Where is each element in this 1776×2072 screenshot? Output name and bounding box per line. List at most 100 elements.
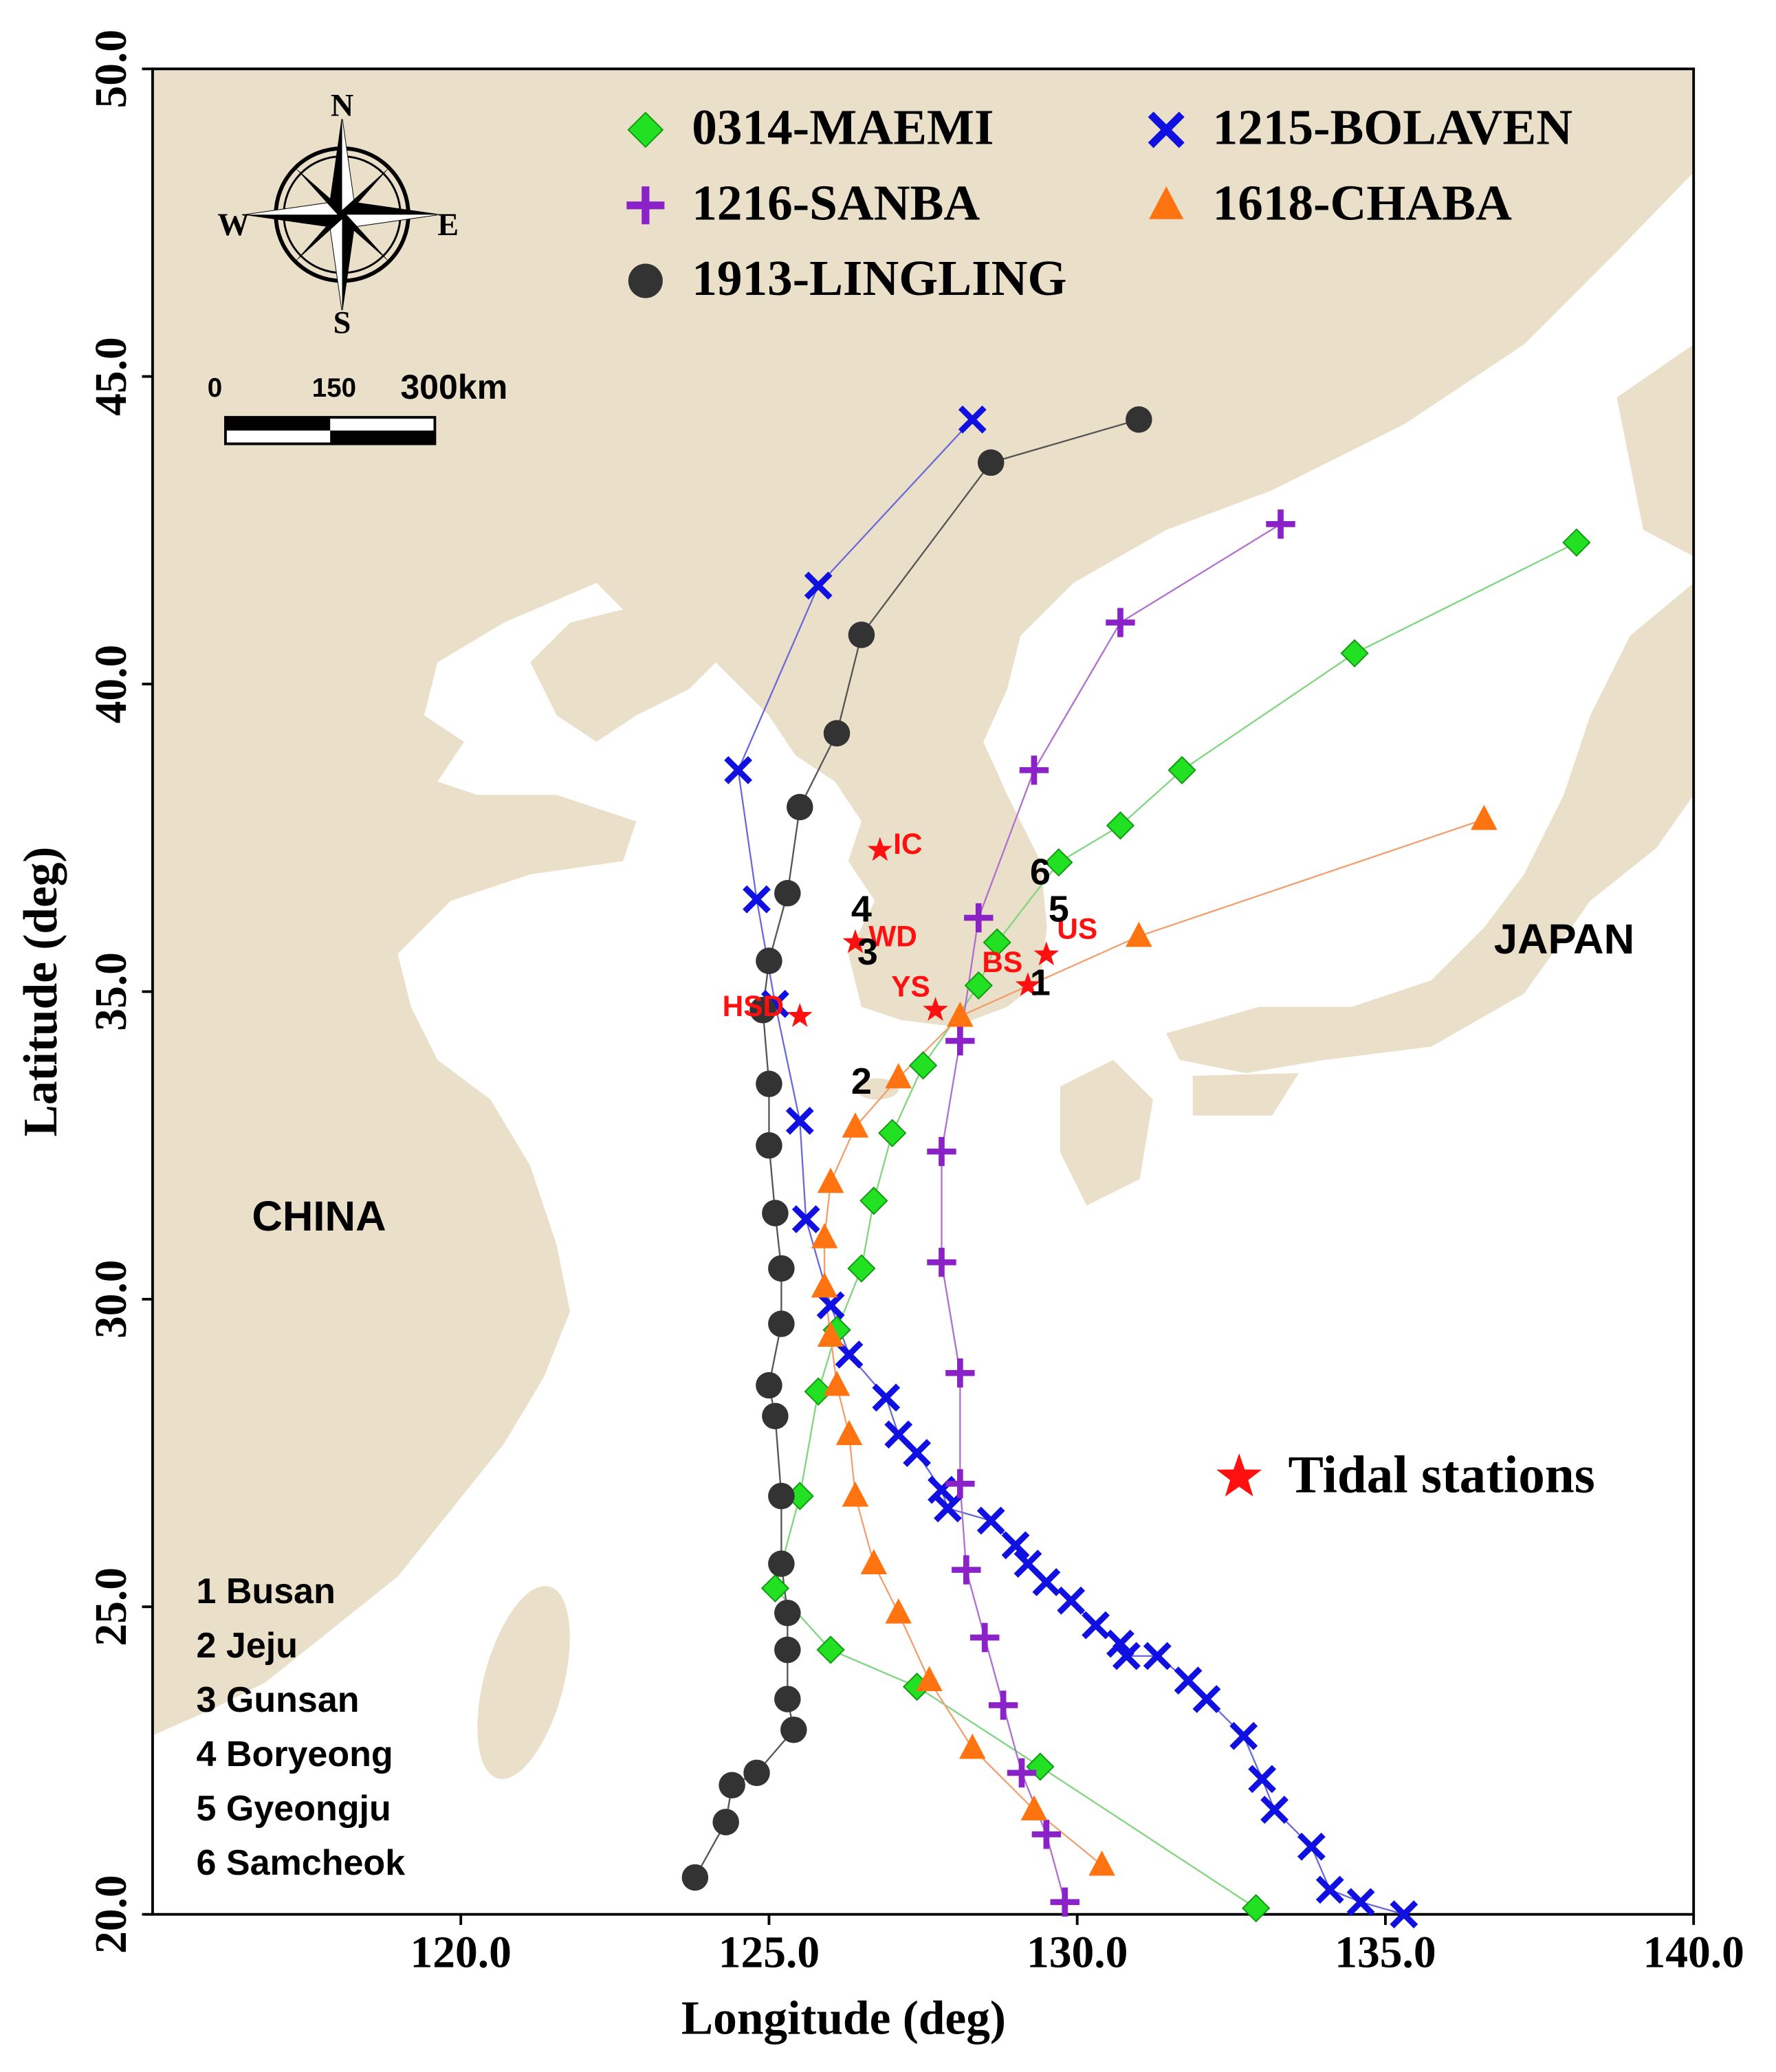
triangle	[1471, 804, 1498, 830]
star	[842, 929, 868, 954]
site-number: 3	[857, 932, 878, 973]
diamond	[627, 111, 664, 148]
land-hokkaido	[1616, 344, 1694, 557]
site-name: 2 Jeju	[197, 1626, 298, 1666]
cross	[785, 1106, 814, 1135]
star	[787, 1003, 813, 1027]
cross	[1297, 1832, 1326, 1861]
site-name: 4 Boryeong	[197, 1734, 393, 1774]
marker	[1126, 406, 1152, 433]
marker	[1088, 1850, 1115, 1876]
plus	[945, 1026, 975, 1056]
triangle	[1126, 921, 1152, 947]
cross	[1013, 1550, 1042, 1578]
marker	[959, 1733, 986, 1759]
compass-star	[342, 214, 438, 227]
cross	[958, 405, 987, 434]
marker	[916, 1666, 943, 1692]
cross	[1315, 1875, 1344, 1904]
marker	[791, 1205, 820, 1233]
diamond	[878, 1118, 907, 1147]
y-tick-label: 35.0	[87, 952, 136, 1031]
marker	[1346, 1888, 1375, 1917]
circle	[786, 793, 813, 821]
y-tick-label: 30.0	[87, 1260, 136, 1339]
legend-marker	[1148, 111, 1185, 148]
site-name: 5 Gyeongju	[197, 1789, 391, 1829]
marker	[681, 1864, 709, 1891]
marker	[1471, 804, 1498, 830]
marker	[787, 1003, 813, 1027]
scale-segment	[330, 430, 435, 444]
marker	[774, 1686, 801, 1712]
marker	[927, 1136, 956, 1167]
cross	[1229, 1721, 1258, 1750]
marker	[756, 1371, 782, 1399]
diamond	[964, 971, 993, 1000]
y-tick-label: 20.0	[87, 1875, 136, 1954]
circle	[756, 1371, 782, 1399]
marker	[762, 1200, 789, 1226]
circle	[681, 1864, 709, 1891]
marker	[847, 1254, 876, 1283]
circle	[719, 1772, 745, 1799]
marker	[908, 1051, 938, 1080]
triangle	[947, 1002, 974, 1027]
marker	[1001, 1531, 1030, 1560]
marker	[1315, 1875, 1344, 1904]
triangle	[885, 1598, 912, 1624]
triangle	[1088, 1850, 1115, 1876]
marker	[947, 1002, 974, 1027]
marker	[1019, 756, 1049, 785]
station-label: IC	[893, 828, 922, 860]
star	[923, 996, 948, 1021]
marker	[976, 1506, 1005, 1535]
triangle	[811, 1272, 838, 1298]
marker	[768, 1310, 795, 1337]
diamond	[1044, 848, 1073, 877]
marker	[945, 1358, 975, 1388]
circle	[762, 1200, 789, 1226]
circle	[848, 621, 875, 648]
plus	[945, 1358, 975, 1388]
plus	[964, 903, 994, 933]
cross	[1390, 1900, 1418, 1929]
circle	[768, 1482, 795, 1510]
triangle	[916, 1666, 943, 1692]
marker	[958, 405, 987, 434]
marker	[945, 1026, 975, 1056]
y-tick-label: 45.0	[87, 337, 136, 416]
diamond	[760, 1574, 790, 1603]
marker	[988, 1690, 1018, 1720]
site-number: 6	[1030, 852, 1051, 893]
scale-label: 150	[312, 373, 356, 403]
cross	[791, 1205, 820, 1233]
marker	[743, 1759, 770, 1787]
plus	[970, 1622, 1000, 1653]
land-shikoku	[1192, 1072, 1299, 1116]
marker	[811, 1223, 838, 1248]
y-tick-label: 40.0	[87, 645, 136, 724]
marker	[1126, 921, 1152, 947]
marker	[977, 449, 1005, 476]
triangle	[817, 1167, 844, 1193]
marker	[1106, 811, 1135, 840]
compass-star	[342, 119, 354, 215]
triangle	[885, 1063, 912, 1089]
site-number: 4	[851, 888, 872, 929]
marker	[1106, 1629, 1134, 1658]
marker	[970, 1622, 1000, 1653]
marker	[859, 1187, 888, 1215]
star	[1033, 941, 1060, 966]
marker	[867, 837, 893, 861]
marker	[743, 885, 771, 914]
marker	[785, 1106, 814, 1135]
region-label: JAPAN	[1494, 916, 1634, 963]
legend-label: 1913-LINGLING	[692, 250, 1066, 306]
circle	[780, 1716, 807, 1743]
marker	[768, 1482, 795, 1510]
diamond	[1340, 639, 1369, 668]
marker	[774, 1599, 801, 1627]
circle	[774, 1599, 801, 1627]
